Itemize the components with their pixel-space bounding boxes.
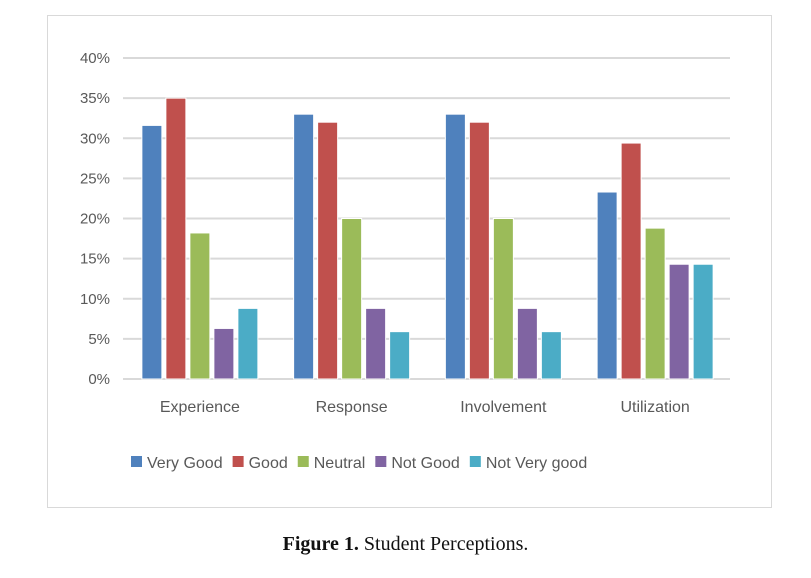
bar-not-good [213,327,235,380]
bar-neutral [189,232,211,380]
bar-very-good [293,113,315,380]
legend-swatch [232,456,244,467]
caption-label: Figure 1. [282,533,359,555]
bar-not-good [516,307,538,380]
legend-swatch [131,456,142,467]
x-tick-label: Involvement [460,399,547,416]
y-tick-label: 25% [80,170,110,187]
bar-chart: 0% 5% 10% 15% 20% 25% 30% 35% 40% Experience Respo… [80,50,730,472]
bar-not-very-good [389,331,411,380]
y-tick-label: 20% [80,211,110,228]
bar-not-very-good [237,307,259,380]
legend-label: Neutral [314,455,366,472]
x-tick-label: Utilization [620,399,689,416]
legend-label: Very Good [147,455,223,472]
bar-good [317,121,339,380]
bar-not-good [365,307,387,380]
legend-swatch [469,456,481,467]
bar-good [620,142,642,380]
legend-label: Good [249,455,288,472]
bar-neutral [492,218,514,380]
y-tick-label: 15% [80,251,110,268]
y-tick-label: 35% [80,90,110,107]
bar-neutral [644,227,666,380]
bar-not-very-good [692,263,714,380]
bar-good [468,121,490,380]
bar-good [165,97,187,380]
y-tick-label: 5% [88,331,110,348]
bar-neutral [341,218,363,380]
y-tick-label: 0% [88,371,110,388]
bar-very-good [444,113,466,380]
caption-text: Student Perceptions. [358,533,529,555]
bar-very-good [141,124,163,380]
chart-frame [47,15,772,508]
bar-very-good [596,191,618,380]
legend-swatch [297,456,309,467]
bar-not-very-good [540,331,562,380]
y-tick-label: 40% [80,50,110,67]
bar-not-good [668,263,690,380]
legend-label: Not Good [391,455,459,472]
legend-label: Not Very good [486,455,587,472]
legend-swatch [375,456,387,467]
y-tick-label: 30% [80,130,110,147]
x-tick-label: Experience [160,399,240,416]
x-tick-label: Response [316,399,388,416]
figure-caption: Figure 1. Student Perceptions. [0,533,811,556]
y-tick-label: 10% [80,291,110,308]
